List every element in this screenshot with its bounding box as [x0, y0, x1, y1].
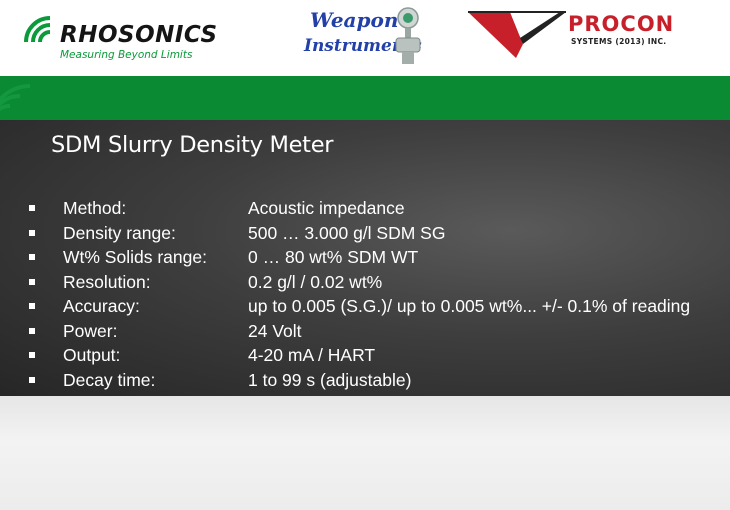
- green-band: [0, 76, 730, 120]
- bullet-icon: [29, 376, 35, 383]
- bullet-icon: [29, 229, 35, 236]
- spec-row-method: Method: Acoustic impedance: [0, 198, 730, 222]
- spec-row-decay-time: Decay time: 1 to 99 s (adjustable): [0, 370, 730, 394]
- bullet-icon: [29, 352, 35, 358]
- slide-title: SDM Slurry Density Meter: [51, 132, 334, 158]
- bullet-icon: [29, 254, 35, 260]
- bullet-icon: [29, 278, 35, 285]
- spec-row-solids-range: Wt% Solids range: 0 … 80 wt% SDM WT: [0, 247, 730, 271]
- spec-value: 4-20 mA / HART: [248, 345, 376, 365]
- spec-value: 24 Volt: [248, 320, 302, 341]
- spec-row-density-range: Density range: 500 … 3.000 g/l SDM SG: [0, 223, 730, 247]
- spec-value: Acoustic impedance: [248, 198, 405, 218]
- spec-value: 0.2 g/l / 0.02 wt%: [248, 271, 383, 292]
- spec-label: Method:: [63, 198, 127, 218]
- spec-value: 500 … 3.000 g/l SDM SG: [248, 222, 446, 243]
- procon-logo: PROCON SYSTEMS (2013) INC.: [468, 10, 726, 60]
- procon-subtitle: SYSTEMS (2013) INC.: [571, 37, 667, 46]
- spec-label: Wt% Solids range:: [63, 247, 207, 267]
- slide-content: SDM Slurry Density Meter Method: Acousti…: [0, 120, 730, 396]
- spec-row-accuracy: Accuracy: up to 0.005 (S.G.)/ up to 0.00…: [0, 296, 730, 320]
- procon-name: PROCON: [568, 12, 675, 36]
- spec-row-resolution: Resolution: 0.2 g/l / 0.02 wt%: [0, 272, 730, 296]
- footer-area: [0, 396, 730, 510]
- bullet-icon: [29, 205, 35, 211]
- rhosonics-logo: RHOSONICS Measuring Beyond Limits: [22, 12, 222, 64]
- spec-label: Accuracy:: [63, 296, 140, 316]
- rhosonics-brand: RHOSONICS: [60, 22, 218, 48]
- spec-value: 0 … 80 wt% SDM WT: [248, 247, 419, 267]
- spec-label: Power:: [63, 320, 118, 341]
- logo-header: RHOSONICS Measuring Beyond Limits Weapon…: [0, 0, 730, 76]
- spec-label: Decay time:: [63, 369, 156, 390]
- weapon-logo-line1: Weapon: [310, 8, 399, 32]
- decorative-waves-icon: [0, 84, 31, 112]
- rhosonics-waves-icon: [24, 16, 51, 43]
- spec-row-output: Output: 4-20 mA / HART: [0, 345, 730, 369]
- flowmeter-icon: [395, 7, 421, 64]
- bullet-icon: [29, 327, 35, 334]
- procon-v-icon: [468, 11, 566, 58]
- bullet-icon: [29, 303, 35, 309]
- spec-label: Output:: [63, 345, 121, 365]
- spec-row-power: Power: 24 Volt: [0, 321, 730, 345]
- rhosonics-tagline: Measuring Beyond Limits: [60, 49, 193, 61]
- weapon-instruments-logo: Weapon Instruments: [302, 4, 426, 68]
- spec-label: Resolution:: [63, 271, 151, 292]
- spec-value: 1 to 99 s (adjustable): [248, 369, 412, 390]
- weapon-logo-line2: Instruments: [304, 36, 422, 56]
- spec-label: Density range:: [63, 222, 176, 243]
- spec-value: up to 0.005 (S.G.)/ up to 0.005 wt%... +…: [248, 296, 691, 316]
